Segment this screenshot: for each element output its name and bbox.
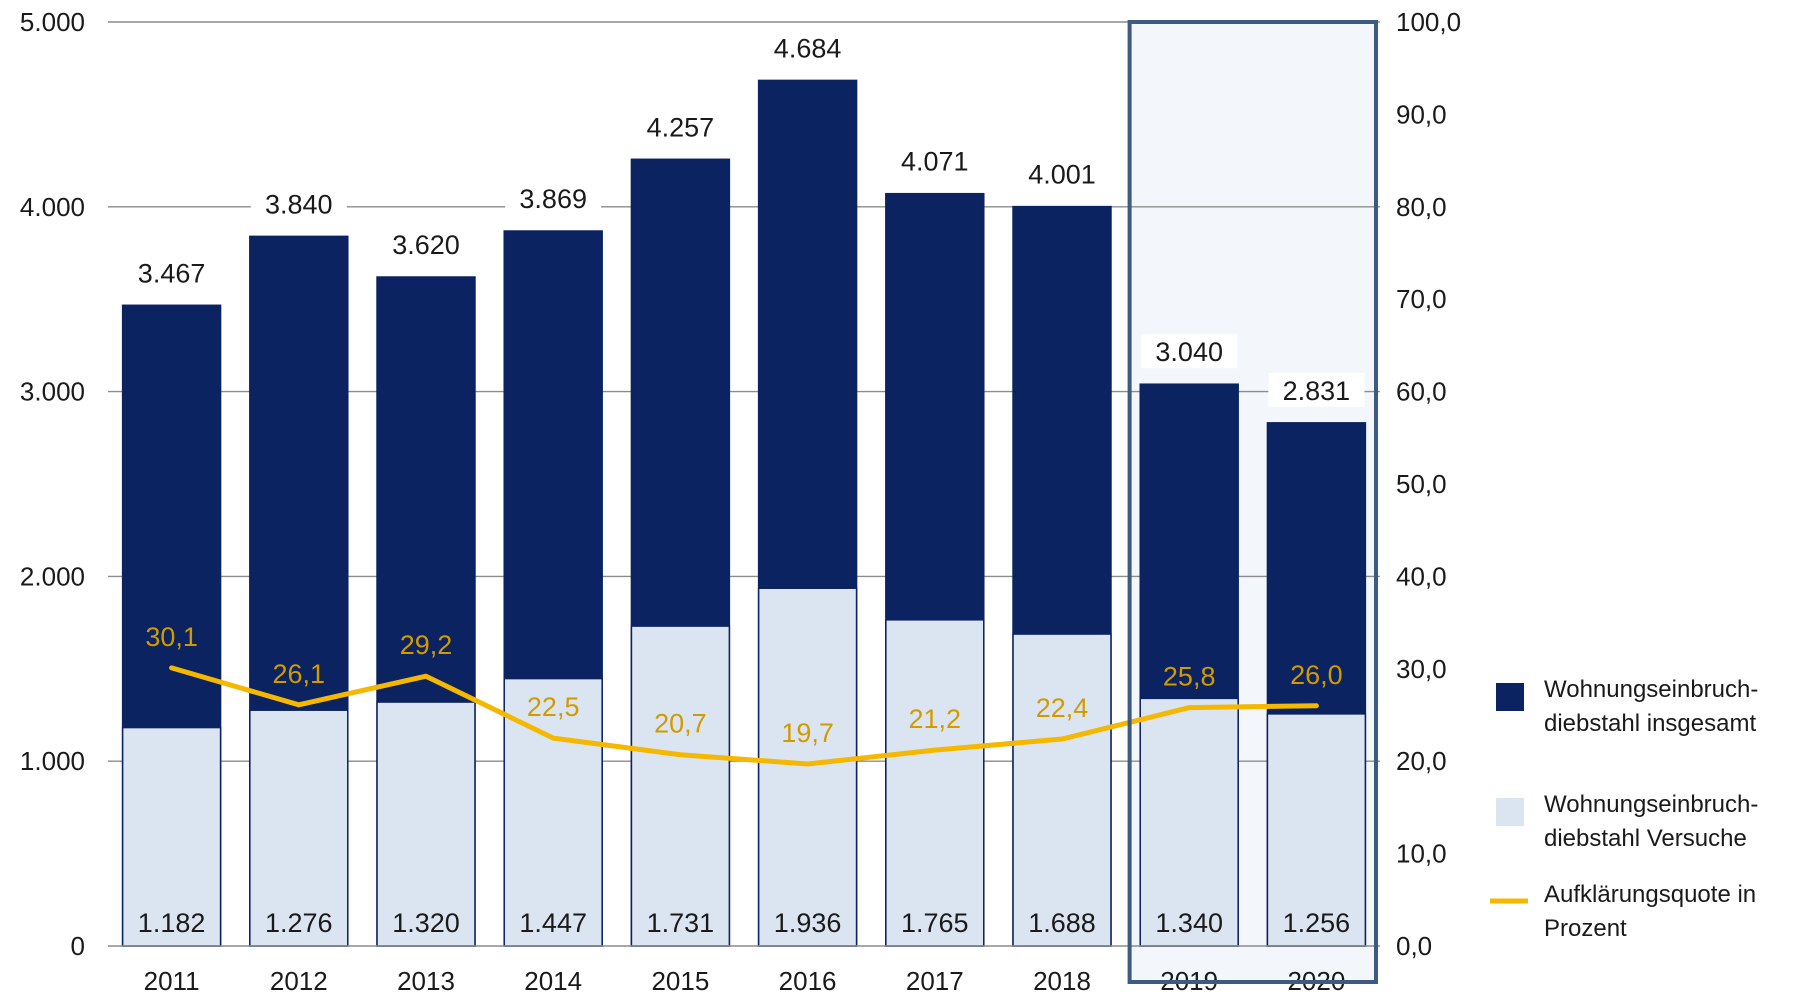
x-tick-label: 2016 [779,966,837,996]
legend-label: Wohnungseinbruch- [1544,676,1758,703]
value-label-insgesamt: 4.001 [1028,160,1096,190]
value-label-insgesamt: 4.071 [901,147,969,177]
y-right-tick-label: 50,0 [1396,469,1447,499]
value-label-insgesamt: 4.257 [647,112,715,142]
value-label-quote: 21,2 [909,704,962,734]
y-left-tick-label: 5.000 [20,7,85,37]
value-label-quote: 29,2 [400,630,453,660]
value-label-quote: 19,7 [781,718,834,748]
y-right-tick-label: 10,0 [1396,839,1447,869]
value-label-versuche: 1.340 [1155,908,1223,938]
legend-label: diebstahl insgesamt [1544,710,1756,737]
value-label-insgesamt: 3.620 [392,230,460,260]
value-label-versuche: 1.256 [1283,908,1351,938]
value-label-insgesamt: 3.040 [1155,337,1223,367]
bar-versuche [886,620,984,946]
value-label-versuche: 1.276 [265,908,333,938]
y-right-tick-label: 80,0 [1396,192,1447,222]
legend-label: Wohnungseinbruch- [1544,791,1758,818]
value-label-quote: 22,4 [1036,693,1089,723]
value-label-quote: 25,8 [1163,662,1216,692]
y-right-tick-label: 40,0 [1396,561,1447,591]
y-right-tick-label: 0,0 [1396,931,1432,961]
x-tick-label: 2011 [144,966,200,996]
value-label-quote: 30,1 [145,622,198,652]
y-right-tick-label: 20,0 [1396,746,1447,776]
legend-label: Aufklärungsquote in [1544,881,1756,908]
legend-swatch [1496,683,1524,711]
y-right-tick-label: 90,0 [1396,99,1447,129]
x-tick-label: 2018 [1033,966,1091,996]
value-label-insgesamt: 3.840 [265,189,333,219]
value-label-versuche: 1.182 [138,908,206,938]
x-tick-label: 2015 [651,966,709,996]
y-left-tick-label: 3.000 [20,377,85,407]
y-right-tick-label: 70,0 [1396,284,1447,314]
value-label-insgesamt: 4.684 [774,33,842,63]
bar-versuche [631,626,729,946]
y-right-tick-label: 60,0 [1396,377,1447,407]
value-label-insgesamt: 3.869 [519,184,587,214]
y-left-tick-label: 1.000 [20,746,85,776]
bar-versuche [759,588,857,946]
value-label-versuche: 1.936 [774,908,842,938]
value-label-versuche: 1.765 [901,908,969,938]
x-tick-label: 2017 [906,966,964,996]
value-label-versuche: 1.447 [519,908,587,938]
value-label-quote: 22,5 [527,692,580,722]
y-left-tick-label: 2.000 [20,561,85,591]
y-left-tick-label: 4.000 [20,192,85,222]
value-label-versuche: 1.688 [1028,908,1096,938]
legend-swatch [1496,798,1524,826]
bar-versuche [1013,634,1111,946]
legend-label: Prozent [1544,915,1627,942]
x-tick-label: 2012 [270,966,328,996]
x-tick-label: 2013 [397,966,455,996]
x-tick-label: 2014 [524,966,582,996]
value-label-quote: 26,1 [273,659,326,689]
y-right-tick-label: 100,0 [1396,7,1461,37]
value-label-insgesamt: 2.831 [1283,376,1351,406]
y-left-tick-label: 0 [71,931,85,961]
value-label-quote: 26,0 [1290,660,1343,690]
value-label-insgesamt: 3.467 [138,258,206,288]
legend-label: diebstahl Versuche [1544,825,1747,852]
y-right-tick-label: 30,0 [1396,654,1447,684]
value-label-versuche: 1.731 [647,908,715,938]
value-label-versuche: 1.320 [392,908,460,938]
value-label-quote: 20,7 [654,709,707,739]
